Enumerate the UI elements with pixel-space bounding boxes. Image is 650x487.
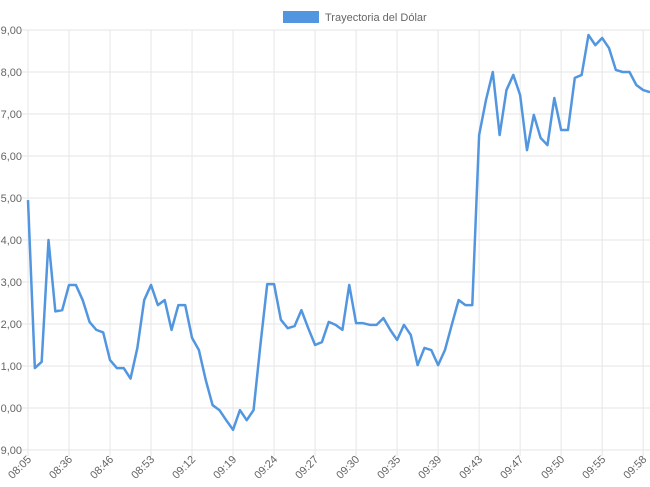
x-tick-label: 08:53	[129, 454, 157, 482]
y-tick-label: 8,00	[1, 67, 22, 79]
x-tick-label: 09:30	[334, 454, 362, 482]
legend-swatch	[283, 11, 319, 23]
x-tick-label: 09:47	[498, 454, 526, 482]
y-tick-label: 1,00	[1, 361, 22, 373]
x-tick-label: 09:27	[293, 454, 321, 482]
data-line	[26, 33, 650, 432]
y-tick-label: 2,00	[1, 319, 22, 331]
y-tick-label: 4,00	[1, 235, 22, 247]
y-tick-label: 5,00	[1, 193, 22, 205]
y-tick-label: 9,00	[1, 25, 22, 37]
x-tick-label: 09:19	[211, 454, 239, 482]
x-tick-label: 09:24	[252, 454, 280, 482]
x-tick-label: 09:55	[580, 454, 608, 482]
x-tick-label: 09:12	[170, 454, 198, 482]
x-tick-label: 08:36	[47, 454, 75, 482]
x-tick-label: 09:35	[375, 454, 403, 482]
x-tick-label: 09:50	[539, 454, 567, 482]
y-tick-label: 3,00	[1, 277, 22, 289]
legend-label: Trayectoria del Dólar	[325, 12, 427, 24]
y-tick-label: 7,00	[1, 109, 22, 121]
x-tick-label: 08:05	[6, 454, 34, 482]
x-tick-label: 09:43	[457, 454, 485, 482]
y-tick-label: 9,00	[1, 445, 22, 457]
y-tick-label: 6,00	[1, 151, 22, 163]
x-tick-label: 09:58	[621, 454, 649, 482]
y-tick-label: 0,00	[1, 403, 22, 415]
x-tick-label: 08:46	[88, 454, 116, 482]
x-tick-label: 09:39	[416, 454, 444, 482]
